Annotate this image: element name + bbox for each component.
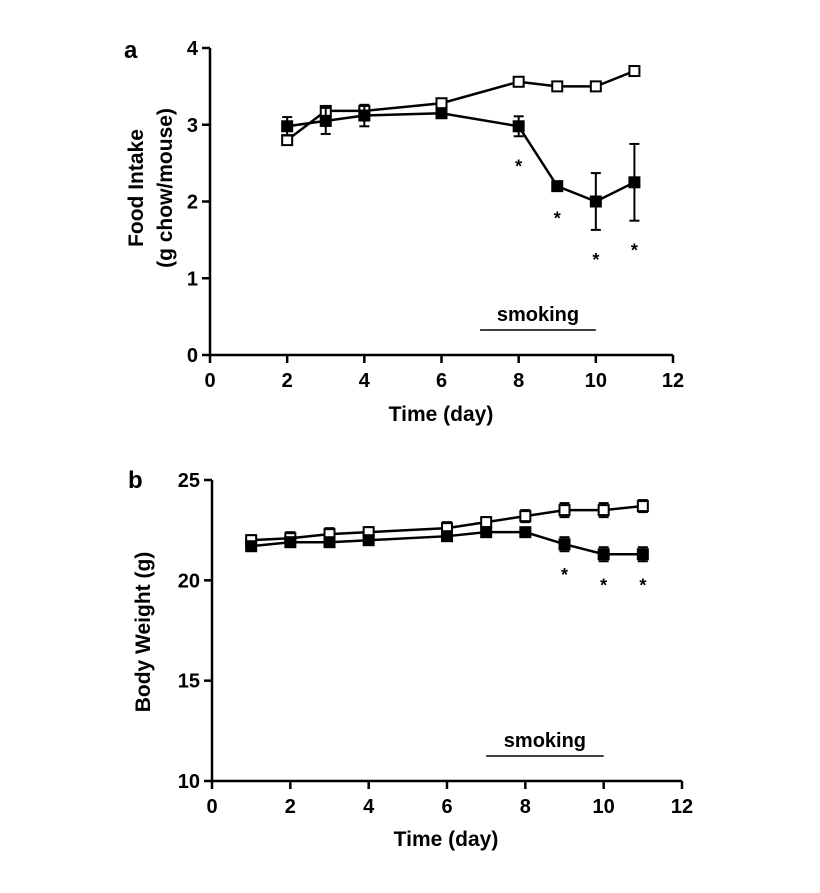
panel-b-x-tick-label: 6 — [441, 796, 452, 818]
panel-b-x-tick-label: 10 — [593, 796, 615, 818]
panel-b-xlabel: Time (day) — [394, 828, 499, 851]
panel-a-x-tick-label: 10 — [585, 370, 607, 392]
panel-a-significance-star: * — [554, 208, 561, 228]
panel-b-series-filled-point — [480, 526, 493, 539]
panel-b-significance-star: * — [561, 565, 568, 585]
panel-a-series-filled-line — [286, 111, 635, 203]
panel-b-series-open-point — [519, 510, 532, 523]
panel-b-y-tick-label: 20 — [178, 570, 200, 592]
panel-a-x-tick-label: 6 — [436, 370, 447, 392]
panel-a-significance-star: * — [631, 241, 638, 261]
panel-a-series-filled-point — [319, 114, 332, 127]
panel-a-x-tick-label: 12 — [662, 370, 684, 392]
panel-b-series-filled-point — [245, 540, 258, 553]
panel-b-series-open-point — [558, 504, 571, 517]
panel-b-series-open-line — [251, 504, 643, 542]
panel-a-series-open-line — [286, 69, 635, 142]
panel-a-series-filled-point — [589, 195, 602, 208]
panel-b-series-filled-point — [519, 526, 532, 539]
panel-a-annotation-label: smoking — [497, 304, 579, 326]
panel-a-x-tick-label: 8 — [513, 370, 524, 392]
panel-b-ylabel: Body Weight (g) — [132, 552, 155, 713]
panel-a-series-open-point — [435, 97, 448, 110]
panel-b-x-tick-label: 4 — [363, 796, 375, 818]
panel-a-series-filled-point — [435, 107, 448, 120]
panel-a-food-intake: a Food Intake (g chow/mouse) Time (day) … — [124, 37, 684, 426]
panel-a-series-filled-point — [358, 109, 371, 122]
panel-b-plot-area: 10 15 20 25 0 2 4 6 8 10 12 smoking * * * — [178, 470, 693, 818]
panel-b-y-tick-label: 25 — [178, 470, 200, 492]
panel-a-series-open-point — [628, 65, 641, 78]
panel-b-series-filled-point — [597, 548, 610, 561]
panel-a-y-tick-label: 4 — [187, 38, 199, 60]
panel-b-series-filled-point — [362, 534, 375, 547]
panel-a-series-filled-point — [551, 180, 564, 193]
panel-b-series-filled-line — [251, 530, 643, 556]
panel-b-series-filled-point — [558, 538, 571, 551]
panel-a-x-tick-label: 4 — [359, 370, 371, 392]
panel-a-series-filled-point — [281, 120, 294, 133]
panel-a-series-open-point — [281, 134, 294, 147]
panel-a-xlabel: Time (day) — [389, 403, 494, 426]
panel-b-series-filled-point — [441, 530, 453, 543]
panel-a-y-tick-label: 2 — [187, 192, 198, 214]
panel-a-letter: a — [124, 37, 138, 64]
panel-b-series-filled-point — [323, 536, 336, 549]
panel-a-series-filled-point — [628, 176, 641, 189]
panel-a-x-tick-label: 0 — [204, 370, 215, 392]
panel-a-series-open-point — [551, 80, 564, 93]
panel-b-x-tick-label: 0 — [206, 796, 217, 818]
panel-a-ylabel-line2: (g chow/mouse) — [154, 108, 177, 268]
panel-b-x-tick-label: 8 — [520, 796, 531, 818]
panel-b-series-open-point — [597, 504, 610, 517]
panel-b-significance-star: * — [639, 575, 646, 595]
panel-a-y-tick-label: 3 — [187, 115, 198, 137]
panel-b-y-tick-label: 15 — [178, 671, 200, 693]
panel-b-annotation-label: smoking — [504, 730, 586, 752]
panel-b-body-weight: b Body Weight (g) Time (day) 10 15 20 25 0 2 4… — [128, 467, 693, 851]
panel-a-x-tick-label: 2 — [282, 370, 293, 392]
panel-b-series-filled-point — [284, 536, 297, 549]
panel-b-series-open-point — [480, 516, 493, 529]
panel-b-significance-star: * — [600, 575, 607, 595]
panel-b-series-filled-point — [636, 548, 649, 561]
panel-b-x-tick-label: 12 — [671, 796, 693, 818]
panel-a-significance-star: * — [515, 156, 522, 176]
panel-a-series-open-point — [512, 75, 525, 88]
panel-a-ylabel-line1: Food Intake — [125, 129, 148, 247]
panel-a-series-filled-point — [512, 120, 525, 133]
panel-b-series-open-point — [636, 500, 649, 513]
panel-b-y-tick-label: 10 — [178, 771, 200, 793]
panel-a-y-tick-label: 0 — [187, 345, 198, 367]
panel-b-letter: b — [128, 467, 143, 494]
panel-b-x-tick-label: 2 — [285, 796, 296, 818]
panel-a-significance-star: * — [592, 250, 599, 270]
panel-a-y-tick-label: 1 — [187, 268, 198, 290]
panel-a-series-open-point — [589, 80, 602, 93]
